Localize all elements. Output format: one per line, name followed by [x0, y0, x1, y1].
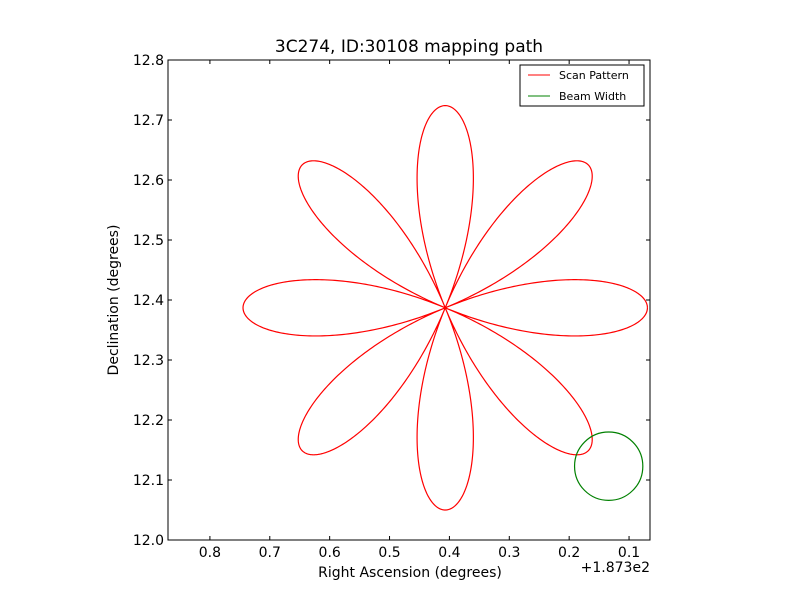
- y-tick-label: 12.2: [133, 413, 164, 429]
- y-tick-label: 12.5: [133, 233, 164, 249]
- y-tick-label: 12.6: [133, 173, 164, 189]
- x-axis-label: Right Ascension (degrees): [318, 565, 502, 581]
- beam-width-circle: [573, 431, 644, 502]
- scan-pattern-line: [242, 104, 649, 511]
- y-tick-label: 12.7: [133, 113, 164, 129]
- x-tick-label: 0.2: [558, 545, 580, 561]
- y-axis-ticks: 12.0 12.1 12.2 12.3 12.4 12.5 12.6 12.7 12.8: [133, 53, 650, 549]
- x-axis-ticks: 0.8 0.7 0.6 0.5 0.4 0.3 0.2 0.1: [199, 60, 640, 561]
- x-tick-label: 0.8: [199, 545, 221, 561]
- y-tick-label: 12.1: [133, 473, 164, 489]
- y-axis-label: Declination (degrees): [106, 225, 122, 376]
- x-axis-offset-label: +1.873e2: [581, 560, 650, 576]
- legend: Scan Pattern Beam Width: [519, 64, 645, 107]
- legend-label-scan-pattern: Scan Pattern: [559, 69, 629, 82]
- x-tick-label: 0.4: [438, 545, 460, 561]
- x-tick-label: 0.7: [259, 545, 281, 561]
- y-tick-label: 12.8: [133, 53, 164, 69]
- y-tick-label: 12.4: [133, 293, 164, 309]
- legend-box: [519, 64, 645, 107]
- legend-label-beam-width: Beam Width: [559, 90, 626, 103]
- y-tick-label: 12.0: [133, 533, 164, 549]
- x-tick-label: 0.1: [618, 545, 640, 561]
- x-tick-label: 0.3: [498, 545, 520, 561]
- x-tick-label: 0.6: [319, 545, 341, 561]
- series-layer: [242, 104, 649, 511]
- chart-title: 3C274, ID:30108 mapping path: [275, 37, 543, 57]
- y-tick-label: 12.3: [133, 353, 164, 369]
- x-tick-label: 0.5: [378, 545, 400, 561]
